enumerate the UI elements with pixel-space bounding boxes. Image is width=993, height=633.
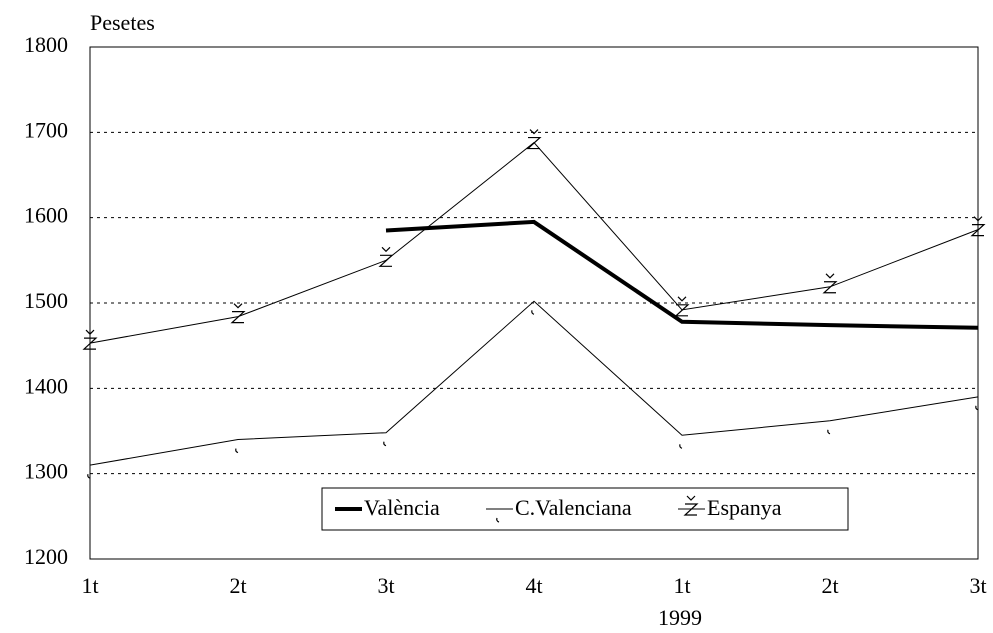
point-marker bbox=[975, 405, 979, 411]
x-tick-label: 2t bbox=[821, 573, 838, 598]
y-axis-label: Pesetes bbox=[90, 10, 155, 35]
y-tick-label: 1800 bbox=[24, 32, 68, 57]
legend-label: València bbox=[364, 495, 440, 520]
point-marker bbox=[87, 473, 91, 479]
x-tick-label: 4t bbox=[525, 573, 542, 598]
legend: València C.Valenciana Espanya bbox=[321, 487, 849, 531]
series-line bbox=[385, 219, 979, 330]
series-line bbox=[89, 300, 979, 466]
legend-marker bbox=[496, 517, 500, 523]
y-tick-label: 1400 bbox=[24, 373, 68, 398]
legend-marker bbox=[683, 495, 699, 516]
point-marker bbox=[383, 441, 387, 447]
x-tick-label: 1t bbox=[673, 573, 690, 598]
year-annotation: 1999 bbox=[658, 605, 702, 630]
point-marker bbox=[531, 310, 535, 315]
y-tick-label: 1700 bbox=[24, 117, 68, 142]
point-marker bbox=[674, 296, 690, 317]
y-tick-label: 1300 bbox=[24, 459, 68, 484]
y-tick-label: 1200 bbox=[24, 544, 68, 569]
plot-border bbox=[89, 46, 979, 560]
point-marker bbox=[82, 329, 98, 350]
x-tick-label: 3t bbox=[377, 573, 394, 598]
point-marker bbox=[970, 216, 986, 237]
point-marker bbox=[526, 129, 542, 150]
series-line bbox=[89, 141, 979, 344]
point-marker bbox=[822, 273, 838, 294]
y-tick-label: 1500 bbox=[24, 288, 68, 313]
legend-box bbox=[321, 487, 849, 531]
x-tick-label: 3t bbox=[969, 573, 986, 598]
x-tick-label: 2t bbox=[229, 573, 246, 598]
y-tick-label: 1600 bbox=[24, 203, 68, 228]
point-marker bbox=[679, 444, 683, 449]
point-marker bbox=[230, 303, 246, 324]
point-marker bbox=[827, 429, 831, 435]
point-marker bbox=[378, 246, 394, 267]
x-tick-label: 1t bbox=[81, 573, 98, 598]
legend-label: C.Valenciana bbox=[515, 495, 632, 520]
point-marker bbox=[235, 448, 239, 454]
legend-label: Espanya bbox=[707, 495, 782, 520]
